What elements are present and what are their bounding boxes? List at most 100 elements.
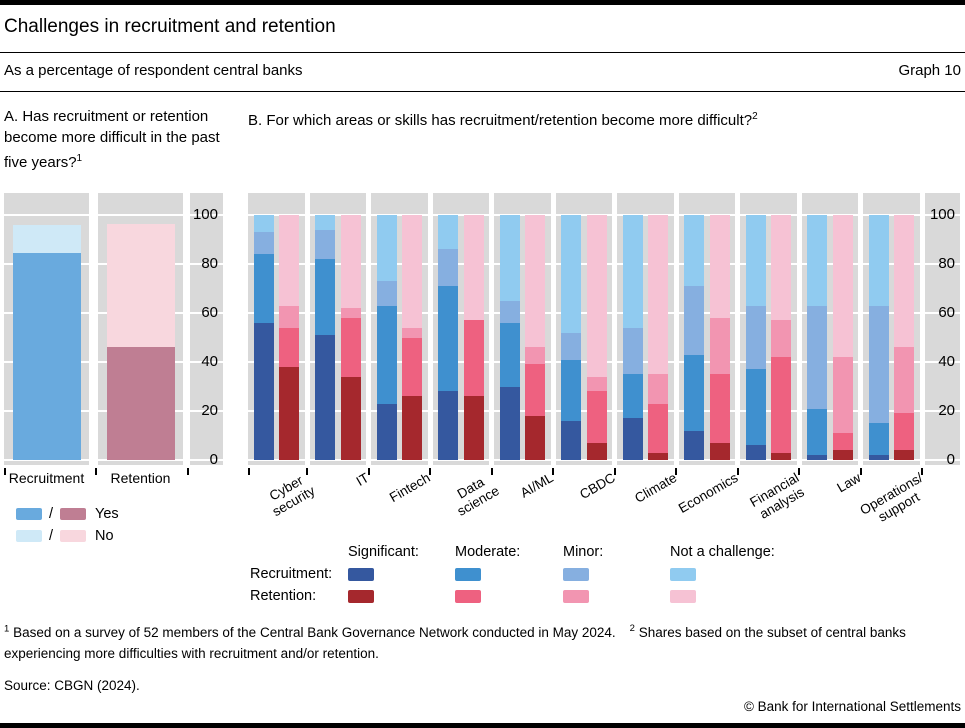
law-retention-bar xyxy=(832,215,853,460)
fintech-recruitment-bar xyxy=(376,215,397,460)
legend-separator: / xyxy=(49,528,54,544)
recruitment-no xyxy=(13,224,81,253)
cbdc-retention-not-a-challenge xyxy=(586,215,607,377)
y-tick-label-60: 60 xyxy=(938,304,955,321)
economics-retention-significant xyxy=(709,442,730,460)
retention-moderate-swatch xyxy=(455,589,481,603)
graph-title: Challenges in recruitment and retention xyxy=(4,16,336,37)
financial-analysis-retention-significant xyxy=(771,452,791,460)
footnote-1-marker: 1 xyxy=(4,623,10,634)
x-tick xyxy=(490,468,493,475)
panel-b-title-text: B. For which areas or skills has recruit… xyxy=(248,112,753,129)
fintech-recruitment-minor xyxy=(376,281,397,306)
panel-a-legend: / Yes / No xyxy=(16,503,119,547)
y-tick-label-20: 20 xyxy=(201,402,218,419)
data-science-retention-moderate xyxy=(463,320,484,397)
data-science-retention-not-a-challenge xyxy=(463,215,484,321)
x-tick xyxy=(859,468,862,475)
financial-analysis-recruitment-moderate xyxy=(745,369,766,446)
legend-row-label-retention: Retention: xyxy=(250,588,317,604)
cbdc-retention-moderate xyxy=(586,391,607,443)
retention-yes-swatch xyxy=(60,508,87,520)
law-recruitment-significant xyxy=(807,455,827,460)
legend-row-no: / No xyxy=(16,525,119,547)
economics-recruitment-bar xyxy=(684,215,704,460)
retention-bar xyxy=(107,224,175,460)
x-tick xyxy=(429,468,431,475)
it-recruitment-minor xyxy=(315,229,335,260)
footnote-2: 2 Shares based on the subset of central … xyxy=(4,623,906,661)
x-label-ai-ml: AI/ML xyxy=(517,470,556,501)
footnotes: 1 Based on a survey of 52 members of the… xyxy=(4,618,961,664)
it-recruitment-moderate xyxy=(315,259,335,336)
legend-no-label: No xyxy=(95,528,114,544)
legend-header-not-a-challenge: Not a challenge: xyxy=(670,544,775,560)
law-retention-not-a-challenge xyxy=(832,215,853,358)
data-science-recruitment-minor xyxy=(438,249,458,287)
retention-no-swatch xyxy=(60,530,87,542)
retention-significant-swatch xyxy=(348,589,374,603)
financial-analysis-retention-bar xyxy=(771,215,791,460)
operations-support-retention-significant xyxy=(894,450,914,460)
copyright-line: © Bank for International Settlements xyxy=(743,699,961,714)
financial-analysis-retention-moderate xyxy=(771,357,791,453)
economics-retention-moderate xyxy=(709,374,730,443)
fintech-retention-bar xyxy=(402,215,422,460)
panel-b-title: B. For which areas or skills has recruit… xyxy=(248,106,960,131)
x-label-fintech: Fintech xyxy=(387,470,433,506)
x-label-recruitment: Recruitment xyxy=(8,470,85,486)
legend-header-moderate: Moderate: xyxy=(455,544,521,560)
x-tick xyxy=(95,468,97,475)
gridline-0 xyxy=(4,459,223,461)
ai-ml-recruitment-bar xyxy=(499,215,520,460)
x-label-climate: Climate xyxy=(631,470,679,506)
operations-support-retention-bar xyxy=(894,215,914,460)
x-label-cyber-security: Cyber security xyxy=(266,472,318,520)
cbdc-recruitment-moderate xyxy=(561,359,581,421)
y-tick-label-0: 0 xyxy=(209,451,218,468)
axis-label-strip xyxy=(924,193,960,465)
financial-analysis-retention-not-a-challenge xyxy=(771,215,791,321)
financial-analysis-recruitment-bar xyxy=(745,215,766,460)
economics-recruitment-minor xyxy=(684,286,704,355)
footnote-1: 1 Based on a survey of 52 members of the… xyxy=(4,623,616,640)
gridline-100 xyxy=(4,214,223,216)
it-retention-significant xyxy=(340,376,361,460)
fintech-retention-not-a-challenge xyxy=(402,215,422,328)
x-label-operations-support: Operations/support xyxy=(857,470,925,525)
it-recruitment-significant xyxy=(315,335,335,460)
cbdc-retention-bar xyxy=(586,215,607,460)
cyber-security-retention-significant xyxy=(279,366,299,460)
law-recruitment-minor xyxy=(807,305,827,409)
climate-retention-minor xyxy=(648,374,668,404)
y-tick-label-80: 80 xyxy=(938,255,955,272)
retention-yes xyxy=(107,346,175,460)
it-retention-moderate xyxy=(340,317,361,377)
fintech-recruitment-significant xyxy=(376,403,397,460)
economics-retention-not-a-challenge xyxy=(709,215,730,318)
x-tick xyxy=(367,468,370,475)
x-tick xyxy=(187,468,189,475)
y-tick-label-100: 100 xyxy=(929,206,955,223)
footnote-1-text: Based on a survey of 52 members of the C… xyxy=(13,624,616,640)
climate-recruitment-moderate xyxy=(622,374,643,419)
header-divider xyxy=(0,91,965,92)
graph-subtitle: As a percentage of respondent central ba… xyxy=(4,62,303,79)
graph-number: Graph 10 xyxy=(898,62,961,79)
law-recruitment-moderate xyxy=(807,408,827,456)
climate-retention-bar xyxy=(648,215,668,460)
cbdc-recruitment-minor xyxy=(561,332,581,360)
x-tick xyxy=(306,468,308,475)
cyber-security-retention-bar xyxy=(279,215,299,460)
climate-recruitment-significant xyxy=(622,418,643,460)
fintech-retention-minor xyxy=(402,327,422,338)
operations-support-recruitment-moderate xyxy=(868,423,889,456)
y-tick-label-100: 100 xyxy=(192,206,218,223)
recruitment-no-swatch xyxy=(16,530,42,542)
data-science-recruitment-significant xyxy=(438,391,458,460)
axis-label-strip xyxy=(190,193,223,465)
recruitment-minor-swatch xyxy=(563,567,589,581)
footnote-2-text: Shares based on the subset of central ba… xyxy=(4,624,906,661)
recruitment-not-a-challenge-swatch xyxy=(670,567,696,581)
y-tick-label-60: 60 xyxy=(201,304,218,321)
